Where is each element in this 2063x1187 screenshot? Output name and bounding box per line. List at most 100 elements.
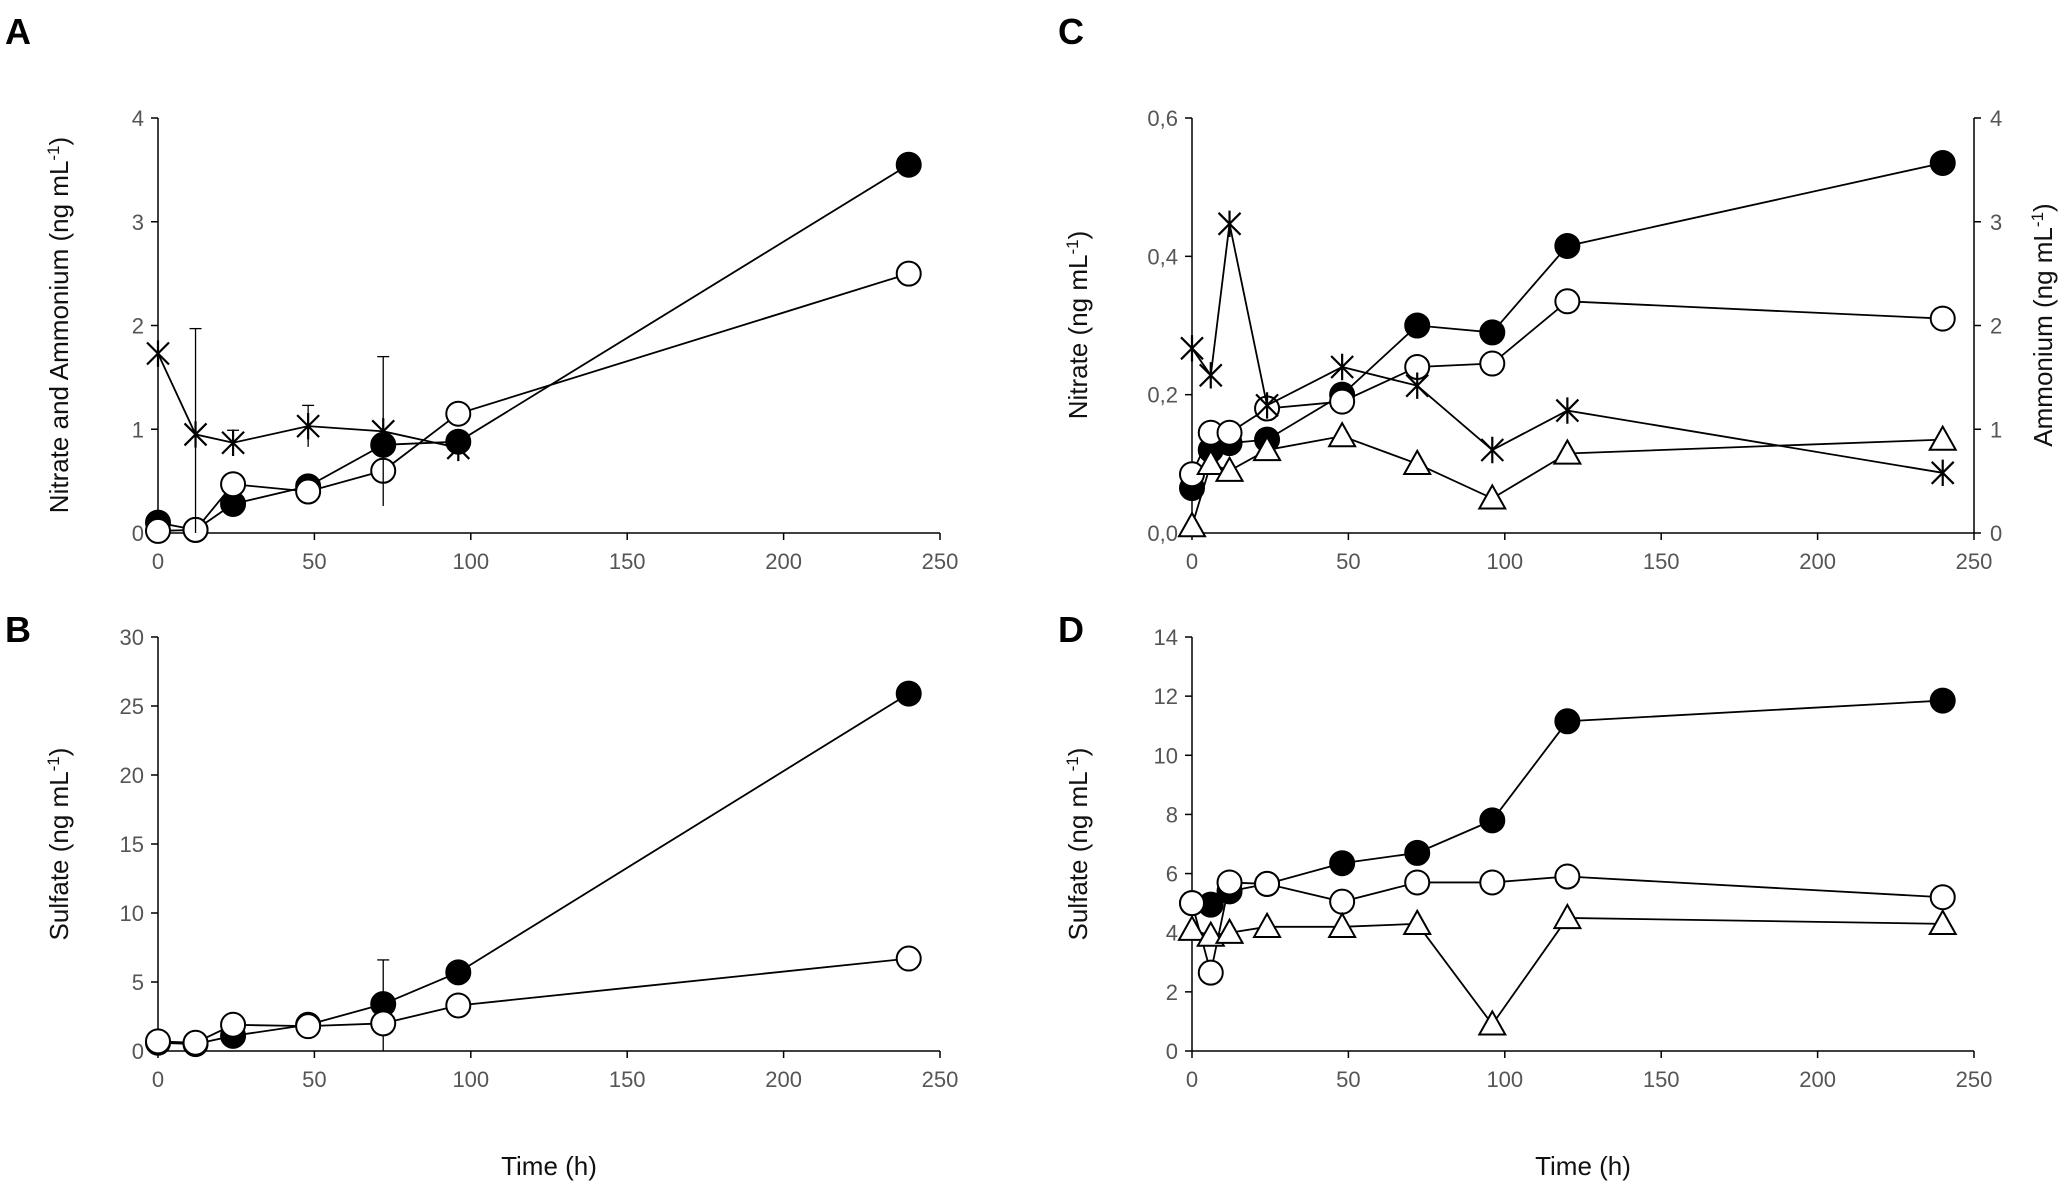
x-tick-label: 150 (1643, 1067, 1680, 1092)
y-tick-label: 2 (132, 314, 144, 339)
y-tick-label: 1 (132, 417, 144, 442)
data-point (1214, 455, 1245, 482)
series-line (157, 353, 459, 449)
data-point (1330, 353, 1354, 381)
x-tick-label: 100 (1486, 1067, 1523, 1092)
x-tick-label: 250 (1956, 549, 1993, 574)
data-point (371, 418, 395, 445)
x-tick-label: 0 (1186, 1067, 1198, 1092)
x-tick-label: 50 (302, 549, 326, 574)
data-point (1254, 870, 1281, 897)
data-point (1217, 210, 1242, 238)
data-point (1554, 232, 1581, 259)
x-axis-label: Time (h) (1535, 1151, 1631, 1181)
data-point (445, 992, 472, 1019)
data-point (1554, 708, 1581, 735)
data-point (1197, 959, 1224, 986)
y-tick-label: 10 (120, 901, 144, 926)
panel-label: C (1058, 11, 1084, 52)
series-filled-circle (145, 680, 922, 1058)
y-tick-label: 3 (132, 210, 144, 235)
x-tick-label: 0 (1186, 549, 1198, 574)
y-tick-label: 0,6 (1147, 106, 1178, 131)
data-point (1479, 319, 1506, 346)
data-point (1255, 392, 1279, 419)
series-triangle (1177, 902, 1958, 1036)
data-point (1216, 419, 1243, 446)
data-point (183, 421, 208, 448)
y-tick-label: 0,0 (1147, 521, 1178, 546)
y-tick-label: 0 (132, 521, 144, 546)
series-asterisk (146, 327, 471, 533)
x-tick-label: 150 (1643, 549, 1680, 574)
x-tick-label: 0 (152, 549, 164, 574)
y-axis-label: Sulfate (ng mL-1) (1063, 748, 1094, 941)
data-point (1329, 388, 1356, 415)
data-point (1928, 908, 1958, 935)
x-tick-label: 200 (765, 549, 802, 574)
y-tick-label: 25 (120, 694, 144, 719)
x-tick-label: 50 (1336, 1067, 1360, 1092)
data-point (1929, 305, 1956, 332)
y-tick-label: 12 (1154, 684, 1178, 709)
data-point (296, 412, 320, 440)
data-point (1929, 687, 1956, 714)
data-point (1214, 917, 1245, 944)
y-tick-label: 20 (120, 763, 144, 788)
data-point (1930, 459, 1955, 487)
data-point (1405, 372, 1429, 399)
data-point (1402, 448, 1432, 475)
y-tick-label: 0 (132, 1039, 144, 1064)
x-axis-label: Time (h) (501, 1151, 597, 1181)
data-point (1196, 448, 1226, 475)
x-tick-label: 150 (609, 1067, 646, 1092)
y2-tick-label: 2 (1990, 314, 2002, 339)
data-point (1329, 850, 1356, 877)
data-point (1477, 483, 1507, 510)
x-tick-label: 250 (922, 1067, 959, 1092)
x-tick-label: 0 (152, 1067, 164, 1092)
data-point (445, 400, 472, 427)
panel-b: B 0 50 100 150 200 250 0 5 10 15 20 25 30 Sulfate (ng … (5, 609, 958, 1181)
data-point (295, 1013, 322, 1040)
series-line (1191, 223, 1943, 474)
x-tick-label: 100 (452, 1067, 489, 1092)
series-line (157, 163, 910, 531)
y-tick-label: 4 (132, 106, 144, 131)
y-tick-label: 15 (120, 832, 144, 857)
x-tick-label: 50 (1336, 549, 1360, 574)
data-point (221, 429, 245, 456)
x-tick-label: 200 (1799, 549, 1836, 574)
data-point (145, 1028, 171, 1055)
series-line (157, 272, 909, 532)
data-point (220, 1011, 247, 1038)
x-tick-label: 200 (765, 1067, 802, 1092)
data-point (220, 471, 247, 498)
data-point (1928, 424, 1958, 451)
panel-label: A (5, 11, 31, 52)
x-tick-label: 100 (452, 549, 489, 574)
x-tick-label: 250 (922, 549, 959, 574)
panel-d: D 0 50 100 150 200 250 0 2 4 6 8 10 12 14 Sulfate (ng m… (1058, 609, 1992, 1181)
series-line (1191, 917, 1943, 1026)
x-tick-label: 150 (609, 549, 646, 574)
data-point (895, 680, 922, 707)
data-point (1554, 288, 1581, 315)
data-point (1929, 149, 1956, 176)
y2-tick-label: 4 (1990, 106, 2002, 131)
x-tick-label: 250 (1956, 1067, 1993, 1092)
data-point (1252, 911, 1282, 938)
data-point (1404, 839, 1431, 866)
y-tick-label: 8 (1166, 802, 1178, 827)
series-filled-circle (145, 151, 922, 543)
data-point (1329, 888, 1356, 915)
data-point (895, 945, 922, 972)
data-point (1479, 807, 1506, 834)
data-point (1180, 335, 1204, 362)
panel-label: D (1058, 609, 1084, 650)
y-tick-label: 30 (120, 625, 144, 650)
y-tick-label: 0 (1166, 1039, 1178, 1064)
series-open-circle (1179, 288, 1956, 488)
data-point (1177, 914, 1207, 941)
